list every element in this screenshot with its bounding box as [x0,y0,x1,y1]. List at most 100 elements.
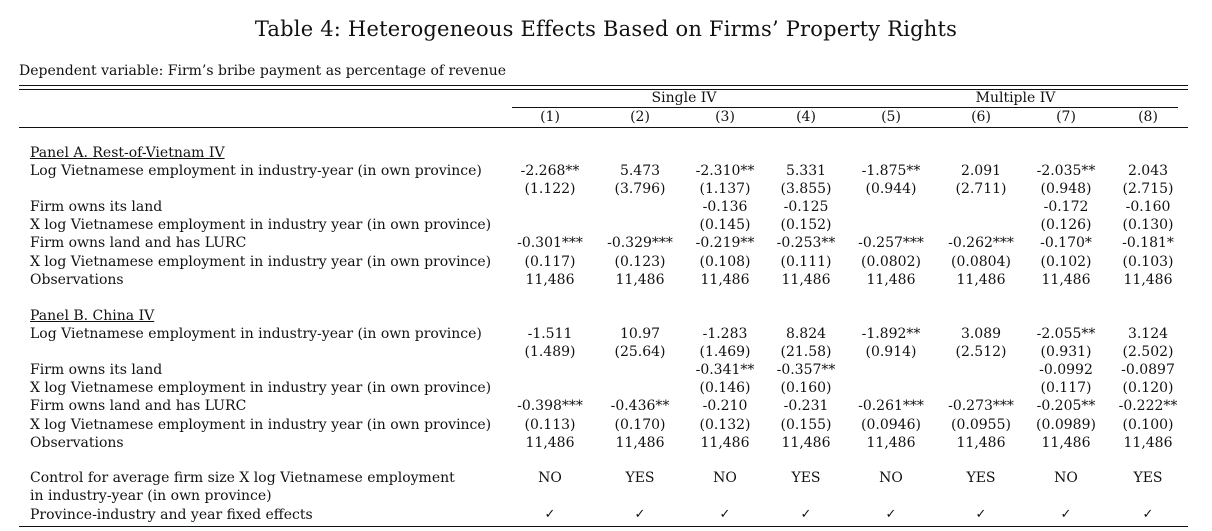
panelB-row5-label: Firm owns land and has LURC [30,398,247,415]
panelB-row7-col8: 11,486 [1123,434,1173,451]
panelA-row5-col3: -0.219** [695,235,755,252]
panelB-row2-col4: (21.58) [780,344,832,361]
panelA-row5-col8: -0.181* [1122,235,1174,252]
panelB-row6-col6: (0.0955) [951,416,1011,433]
fixed-effects-label: Province-industry and year fixed effects [30,507,313,523]
panelB-row7-col5: 11,486 [866,434,916,451]
column-header-7: (7) [1056,109,1076,125]
panelA-row1-col2: 5.473 [619,163,661,179]
panelA-title: Panel A. Rest-of-Vietnam IV [30,145,225,161]
fixed-effects-check-col4: ✓ [800,507,812,522]
panelB-row4-col7: (0.117) [1040,380,1092,397]
panelA-row7-label: Observations [30,271,124,288]
controls-col6: YES [966,470,996,486]
panelA-row4-col3: (0.145) [699,217,751,234]
panelB-row7-label: Observations [30,434,124,451]
panelB-row6-col2: (0.170) [614,416,666,433]
panelA-row6-col3: (0.108) [699,253,751,270]
panelB-row4-label: X log Vietnamese employment in industry … [30,380,492,397]
panelA-row1-col5: -1.875** [861,163,921,179]
panelA-row3-col8: -0.160 [1125,199,1171,216]
column-group-multiple-iv: Multiple IV [975,90,1056,106]
panelA-row3-col4: -0.125 [783,199,829,216]
panelB-row1-col1: -1.511 [527,326,573,342]
dependent-variable-note: Dependent variable: Firm’s bribe payment… [19,63,507,79]
column-header-6: (6) [971,109,991,125]
panelA-row6-col1: (0.117) [524,253,576,270]
panelA-row3-col3: -0.136 [702,199,748,216]
panelB-row1-col2: 10.97 [619,326,661,342]
fixed-effects-check-col7: ✓ [1060,507,1072,522]
panelB-row7-col4: 11,486 [781,434,831,451]
panelB-row6-col4: (0.155) [780,416,832,433]
group-underline-multiple-iv [853,107,1178,108]
panelB-row1-col8: 3.124 [1127,326,1169,342]
panelA-row7-col5: 11,486 [866,271,916,288]
controls-label-line2: in industry-year (in own province) [30,488,272,504]
top-rule [19,85,1188,86]
panelB-row6-col5: (0.0946) [861,416,921,433]
panelA-row4-col4: (0.152) [780,217,832,234]
panelA-row6-col4: (0.111) [780,253,832,270]
panelB-row4-col3: (0.146) [699,380,751,397]
panelB-row6-col3: (0.132) [699,416,751,433]
panelB-row2-col1: (1.489) [524,344,576,361]
panelA-row5-label: Firm owns land and has LURC [30,235,247,252]
panelA-row6-col7: (0.102) [1040,253,1092,270]
panelA-row4-label: X log Vietnamese employment in industry … [30,217,492,234]
panelB-row7-col1: 11,486 [525,434,575,451]
controls-label-line1: Control for average firm size X log Viet… [30,470,455,486]
panelA-row5-col7: -0.170* [1040,235,1092,252]
panelB-row1-col7: -2.055** [1036,326,1096,342]
panelB-row6-col8: (0.100) [1122,416,1174,433]
panelB-row1-col4: 8.824 [785,326,827,342]
panelB-row5-col6: -0.273*** [948,398,1014,415]
panelB-row6-col1: (0.113) [524,416,576,433]
column-header-2: (2) [630,109,650,125]
panelA-row1-col6: 2.091 [960,163,1002,179]
panelA-row2-col3: (1.137) [699,181,751,198]
panelB-row1-col5: -1.892** [861,326,921,342]
panelB-row5-col4: -0.231 [783,398,829,415]
panelB-row5-col3: -0.210 [702,398,748,415]
panelA-row5-col1: -0.301*** [517,235,583,252]
panelB-row3-col4: -0.357** [776,362,836,379]
column-group-single-iv: Single IV [651,90,717,106]
panelA-row3-label: Firm owns its land [30,199,163,216]
panelA-row2-col1: (1.122) [524,181,576,198]
column-header-8: (8) [1138,109,1158,125]
panelB-row5-col8: -0.222** [1118,398,1178,415]
panelB-row4-col8: (0.120) [1122,380,1174,397]
panelB-row7-col7: 11,486 [1041,434,1091,451]
controls-col5: NO [879,470,903,486]
column-header-5: (5) [881,109,901,125]
panelB-row6-label: X log Vietnamese employment in industry … [30,416,492,433]
column-header-4: (4) [796,109,816,125]
panelB-title: Panel B. China IV [30,308,155,324]
panelA-row2-col8: (2.715) [1122,181,1174,198]
panelA-row6-col2: (0.123) [614,253,666,270]
panelB-row2-col7: (0.931) [1040,344,1092,361]
header-rule [19,127,1188,128]
fixed-effects-check-col5: ✓ [885,507,897,522]
panelA-row4-col8: (0.130) [1122,217,1174,234]
panelB-row2-col5: (0.914) [865,344,917,361]
fixed-effects-check-col8: ✓ [1142,507,1154,522]
panelA-row1-col1: -2.268** [520,163,580,179]
panelB-row3-label: Firm owns its land [30,362,163,379]
panelB-row5-col7: -0.205** [1036,398,1096,415]
panelA-row7-col7: 11,486 [1041,271,1091,288]
panelA-row1-label: Log Vietnamese employment in industry-ye… [30,163,482,179]
controls-col1: NO [538,470,562,486]
controls-col2: YES [625,470,655,486]
panelA-row7-col6: 11,486 [956,271,1006,288]
controls-col4: YES [791,470,821,486]
panelA-row1-col3: -2.310** [695,163,755,179]
panelA-row6-label: X log Vietnamese employment in industry … [30,253,492,270]
controls-col7: NO [1054,470,1078,486]
panelB-row7-col6: 11,486 [956,434,1006,451]
panelA-row7-col1: 11,486 [525,271,575,288]
panelA-row1-col4: 5.331 [785,163,827,179]
panelA-row5-col2: -0.329*** [607,235,673,252]
panelB-row2-col6: (2.512) [955,344,1007,361]
